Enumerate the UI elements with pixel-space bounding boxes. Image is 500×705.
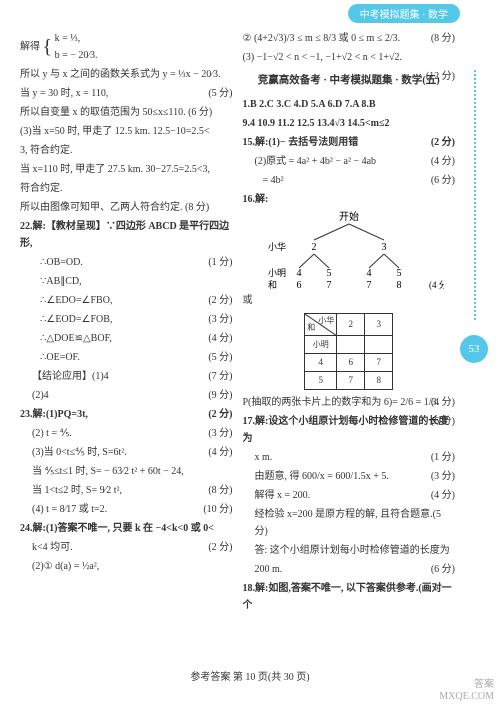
question-18: 18.解:如图,答案不唯一, 以下答案供参考.(画对一个 bbox=[243, 580, 456, 614]
text-line: ∴∠EOD=∠FOB,(3 分) bbox=[20, 311, 233, 328]
text-line: 所以 y 与 x 之间的函数关系式为 y = ⅓x − 20⁄3. bbox=[20, 66, 233, 83]
watermark: 答案 MXQE.COM bbox=[439, 679, 494, 703]
page-footer: 参考答案 第 10 页(共 30 页) bbox=[0, 668, 500, 683]
text-line: 所以自变量 x 的取值范围为 50≤x≤110. (6 分) bbox=[20, 104, 233, 121]
text-line: 200 m.(6 分) bbox=[243, 561, 456, 578]
text-line: 经检验 x=200 是原方程的解, 且符合题意.(5 分) bbox=[243, 506, 456, 540]
text-line: ∴OE=OF.(5 分) bbox=[20, 349, 233, 366]
svg-text:4: 4 bbox=[366, 268, 371, 279]
text-line: 所以由图像可知甲、乙两人符合约定. (8 分) bbox=[20, 199, 233, 216]
text-line: 由题意, 得 600/x = 600/1.5x + 5.(3 分) bbox=[243, 468, 456, 485]
side-page-circle: 53 bbox=[460, 335, 488, 363]
svg-text:7: 7 bbox=[366, 280, 371, 290]
question-24: 24.解:(1)答案不唯一, 只要 k 在 −4<k<0 或 0< bbox=[20, 520, 233, 537]
text-line: 当 1<t≤2 时, S= 9⁄2 t²,(8 分) bbox=[20, 482, 233, 499]
svg-text:小华: 小华 bbox=[268, 241, 286, 252]
text-line: (4) t = 8⁄17 或 t=2.(10 分) bbox=[20, 501, 233, 518]
text-line: x m.(1 分) bbox=[243, 449, 456, 466]
section-title: 竞赢高效备考 · 中考模拟题集 · 数学(五) bbox=[243, 72, 456, 90]
text-line: 【结论应用】(1)4(7 分) bbox=[20, 368, 233, 385]
text-line: (3)当 x=50 时, 甲走了 12.5 km. 12.5−10=2.5< bbox=[20, 123, 233, 140]
text-line: (2)① d(a) = ½a², bbox=[20, 558, 233, 575]
svg-text:5: 5 bbox=[326, 268, 331, 279]
right-column: ② (4+2√3)/3 ≤ m ≤ 8/3 或 0 ≤ m ≤ 2/3.(8 分… bbox=[243, 30, 456, 616]
text-line: (2)4(9 分) bbox=[20, 387, 233, 404]
text-line: ∴OB=OD.(1 分) bbox=[20, 254, 233, 271]
question-16: 16.解: bbox=[243, 191, 456, 208]
text-line: P(抽取的两张卡片上的数字和为 6)= 2/6 = 1/3. bbox=[243, 394, 456, 411]
text-line: k<4 均可.(2 分) bbox=[20, 539, 233, 556]
text-line: 当 y = 30 时, x = 110, bbox=[20, 85, 233, 102]
text-line: 3, 符合约定. bbox=[20, 142, 233, 159]
question-23: 23.解:(1)PQ=3t,(2 分) bbox=[20, 406, 233, 423]
question-15: 15.解:(1)− 去括号法则用错(2 分) bbox=[243, 134, 456, 151]
question-17: 17.解:设这个小组原计划每小时检修管道的长度为 bbox=[243, 413, 456, 447]
text-line: (3)当 0<t≤⅘ 时, S=6t².(4 分) bbox=[20, 444, 233, 461]
svg-text:6: 6 bbox=[296, 280, 301, 290]
text-line: 答: 这个小组原计划每小时检修管道的长度为 bbox=[243, 542, 456, 559]
text-line: = 4b²(6 分) bbox=[243, 172, 456, 189]
svg-text:和: 和 bbox=[268, 280, 277, 290]
answer-row: 9.4 10.9 11.2 12.5 13.4√3 14.5<m≤2 bbox=[243, 115, 456, 132]
svg-text:4: 4 bbox=[296, 268, 301, 279]
svg-text:3: 3 bbox=[381, 242, 386, 253]
text-line: (2) t = ⅘.(3 分) bbox=[20, 425, 233, 442]
or-label: 或 bbox=[243, 292, 456, 309]
main-content: 解得 { k = ⅓, b = − 20⁄3. 所以 y 与 x 之间的函数关系… bbox=[20, 30, 455, 616]
text-line: ∵AB∥CD, bbox=[20, 273, 233, 290]
text-line: 符合约定. bbox=[20, 180, 233, 197]
text-line: (2)原式 = 4a² + 4b² − a² − 4ab(4 分) bbox=[243, 153, 456, 170]
svg-text:8: 8 bbox=[396, 280, 401, 290]
svg-text:7: 7 bbox=[326, 280, 331, 290]
text-line: ② (4+2√3)/3 ≤ m ≤ 8/3 或 0 ≤ m ≤ 2/3.(8 分… bbox=[243, 30, 456, 47]
svg-text:(4 分): (4 分) bbox=[429, 280, 444, 290]
text-line: (3) −1−√2 < n < −1, −1+√2 < n < 1+√2. bbox=[243, 49, 456, 66]
svg-text:2: 2 bbox=[311, 242, 316, 253]
svg-text:小明: 小明 bbox=[268, 268, 286, 278]
svg-text:5: 5 bbox=[396, 268, 401, 279]
side-dotted-line bbox=[474, 70, 476, 320]
tree-diagram: 开始 小华 2 3 小明 4 5 4 5 和 6 7 7 8 (4 分) bbox=[254, 210, 444, 290]
text-line: 解得 { k = ⅓, b = − 20⁄3. bbox=[20, 30, 233, 64]
left-column: 解得 { k = ⅓, b = − 20⁄3. 所以 y 与 x 之间的函数关系… bbox=[20, 30, 233, 616]
text-line: 解得 x = 200.(4 分) bbox=[243, 487, 456, 504]
answer-row: 1.B 2.C 3.C 4.D 5.A 6.D 7.A 8.B bbox=[243, 96, 456, 113]
text-line: ∴△DOE≌△BOF,(4 分) bbox=[20, 330, 233, 347]
text-line: 当 x=110 时, 甲走了 27.5 km. 30−27.5=2.5<3, bbox=[20, 161, 233, 178]
svg-text:开始: 开始 bbox=[339, 210, 359, 223]
grid-table: 小华 和 2 3 小明 4 6 7 5 7 8 bbox=[304, 313, 393, 390]
question-22: 22.解:【教材呈现】∵四边形 ABCD 是平行四边形, bbox=[20, 218, 233, 252]
text-line: 当 ⅘≤t≤1 时, S= − 63⁄2 t² + 60t − 24, bbox=[20, 463, 233, 480]
text-line: ∴∠EDO=∠FBO,(2 分) bbox=[20, 292, 233, 309]
header-badge: 中考模拟题集 · 数学 bbox=[348, 4, 460, 23]
